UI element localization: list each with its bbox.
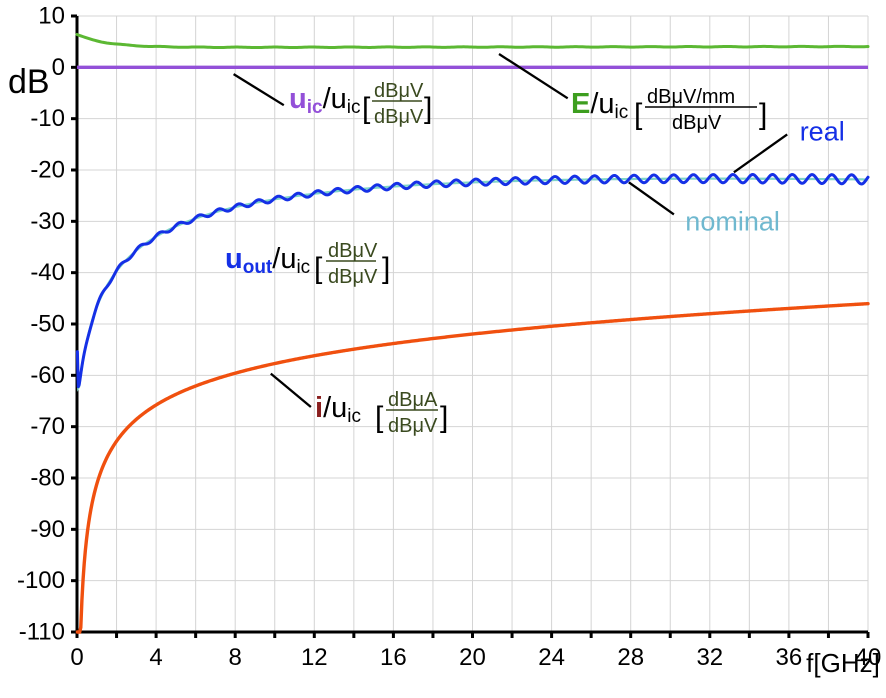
svg-text:28: 28: [617, 644, 644, 671]
svg-text:-80: -80: [30, 465, 65, 492]
svg-text:]: ]: [382, 252, 390, 285]
svg-text:-10: -10: [30, 105, 65, 132]
svg-text:dBμV: dBμV: [374, 106, 424, 128]
svg-text:10: 10: [38, 3, 65, 30]
svg-text:-50: -50: [30, 311, 65, 338]
svg-text:24: 24: [538, 644, 565, 671]
svg-text:-60: -60: [30, 362, 65, 389]
svg-text:-100: -100: [17, 567, 65, 594]
svg-text:dBμV: dBμV: [388, 415, 438, 437]
svg-text:dBμA: dBμA: [388, 389, 438, 411]
svg-text:[: [: [362, 92, 371, 125]
svg-text:16: 16: [380, 644, 407, 671]
svg-text:dBμV: dBμV: [374, 80, 424, 102]
svg-text:nominal: nominal: [685, 206, 780, 236]
svg-text:0: 0: [70, 644, 83, 671]
svg-text:20: 20: [459, 644, 486, 671]
svg-text:[: [: [314, 252, 323, 285]
svg-text:12: 12: [301, 644, 328, 671]
svg-text:0: 0: [52, 54, 65, 81]
svg-text:4: 4: [149, 644, 162, 671]
svg-text:dBμV: dBμV: [672, 112, 722, 134]
svg-text:36: 36: [776, 644, 803, 671]
svg-text:dBμV: dBμV: [328, 240, 378, 262]
svg-text:]: ]: [440, 401, 448, 434]
svg-text:[: [: [634, 98, 643, 131]
svg-text:dBμV/mm: dBμV/mm: [647, 86, 735, 108]
svg-text:-70: -70: [30, 413, 65, 440]
svg-text:dB: dB: [8, 63, 50, 101]
svg-text:]: ]: [759, 98, 767, 131]
svg-text:real: real: [800, 117, 845, 147]
svg-text:8: 8: [229, 644, 242, 671]
svg-text:[: [: [375, 401, 384, 434]
svg-text:]: ]: [424, 92, 432, 125]
svg-text:-90: -90: [30, 516, 65, 543]
svg-text:-20: -20: [30, 157, 65, 184]
svg-text:32: 32: [696, 644, 723, 671]
svg-text:-40: -40: [30, 259, 65, 286]
svg-text:-110: -110: [19, 619, 65, 646]
svg-text:dBμV: dBμV: [328, 266, 378, 288]
svg-text:-30: -30: [30, 208, 65, 235]
svg-text:f[GHz]: f[GHz]: [806, 648, 880, 678]
